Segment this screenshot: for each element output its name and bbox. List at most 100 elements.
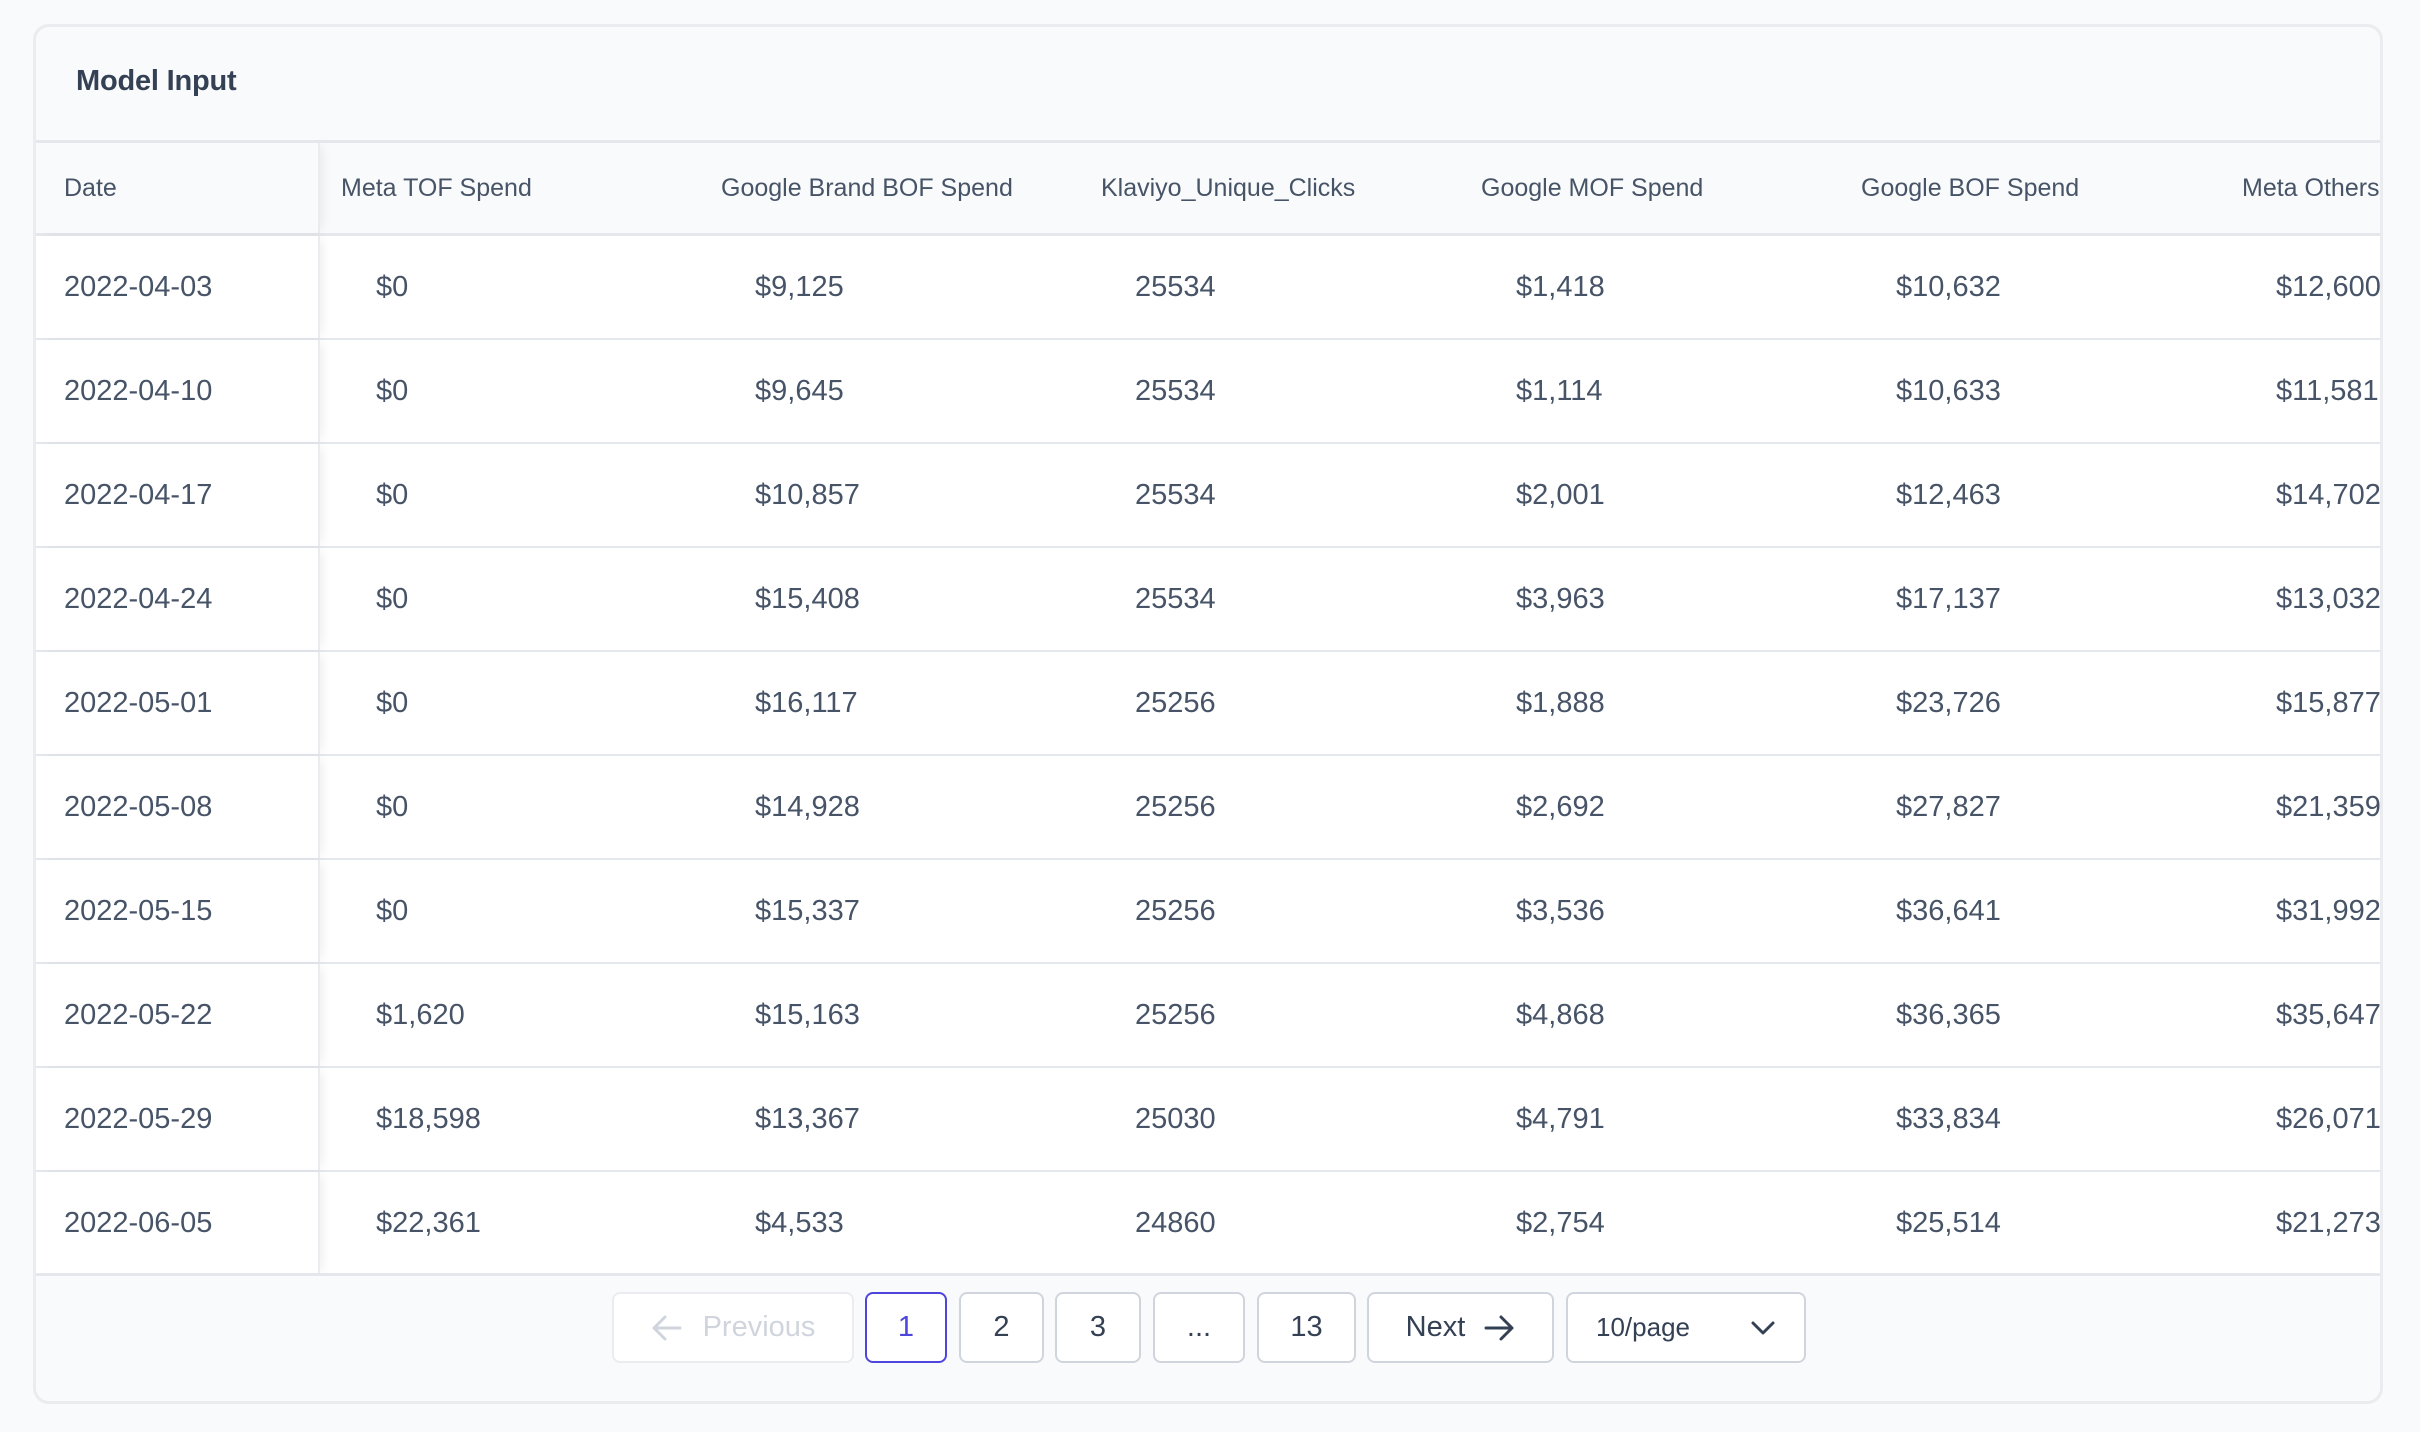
cell-meta-tof-spend: $0 — [376, 583, 409, 615]
cell-klaviyo-unique-clicks: 24860 — [1135, 1207, 1216, 1239]
table-row[interactable]: 2022-04-03 $0 $9,125 25534 $1,418 $10,632 $12,… — [36, 236, 2381, 340]
table-header: Date Meta TOF Spend Google Brand BOF Spe… — [36, 143, 2380, 236]
cell-date: 2022-05-22 — [64, 999, 213, 1031]
column-header-date[interactable]: Date — [64, 174, 117, 202]
cell-google-bof-spend: $17,137 — [1896, 583, 2001, 615]
table-row[interactable]: 2022-05-29 $18,598 $13,367 25030 $4,791 $33,8… — [36, 1068, 2381, 1172]
cell-date: 2022-04-10 — [64, 375, 213, 407]
page-button-3[interactable]: 3 — [1055, 1292, 1141, 1363]
cell-google-bof-spend: $12,463 — [1896, 479, 2001, 511]
cell-google-brand-bof-spend: $9,125 — [755, 271, 844, 303]
page-button-2[interactable]: 2 — [959, 1292, 1044, 1363]
cell-meta-tof-spend: $22,361 — [376, 1207, 481, 1239]
cell-date: 2022-04-03 — [64, 271, 213, 303]
cell-meta-others: $15,877 — [2276, 687, 2381, 719]
table-row[interactable]: 2022-04-17 $0 $10,857 25534 $2,001 $12,463 $14… — [36, 444, 2381, 548]
cell-meta-others: $14,702 — [2276, 479, 2381, 511]
table-row[interactable]: 2022-05-01 $0 $16,117 25256 $1,888 $23,726 $15… — [36, 652, 2381, 756]
cell-google-brand-bof-spend: $16,117 — [755, 687, 858, 719]
next-page-button[interactable]: Next — [1367, 1292, 1554, 1363]
page-ellipsis-button[interactable]: ... — [1153, 1292, 1245, 1363]
cell-google-bof-spend: $36,641 — [1896, 895, 2001, 927]
cell-google-mof-spend: $2,692 — [1516, 791, 1605, 823]
column-header-google-mof-spend[interactable]: Google MOF Spend — [1481, 174, 1704, 202]
cell-google-brand-bof-spend: $9,645 — [755, 375, 844, 407]
cell-klaviyo-unique-clicks: 25256 — [1135, 687, 1216, 719]
cell-meta-others: $13,032 — [2276, 583, 2381, 615]
cell-klaviyo-unique-clicks: 25030 — [1135, 1103, 1216, 1135]
cell-google-bof-spend: $10,632 — [1896, 271, 2001, 303]
cell-klaviyo-unique-clicks: 25534 — [1135, 271, 1216, 303]
cell-meta-tof-spend: $0 — [376, 895, 409, 927]
sticky-column-cell-bg — [36, 444, 320, 546]
table-row[interactable]: 2022-05-15 $0 $15,337 25256 $3,536 $36,641 $31… — [36, 860, 2381, 964]
cell-klaviyo-unique-clicks: 25534 — [1135, 375, 1216, 407]
sticky-column-cell-bg — [36, 964, 320, 1066]
sticky-column-cell-bg — [36, 860, 320, 962]
cell-google-brand-bof-spend: $15,163 — [755, 999, 860, 1031]
arrow-left-icon — [651, 1314, 683, 1342]
cell-google-mof-spend: $3,536 — [1516, 895, 1605, 927]
table-row[interactable]: 2022-05-22 $1,620 $15,163 25256 $4,868 $36,36… — [36, 964, 2381, 1068]
cell-google-brand-bof-spend: $13,367 — [755, 1103, 860, 1135]
cell-google-bof-spend: $36,365 — [1896, 999, 2001, 1031]
sticky-column-cell-bg — [36, 1172, 320, 1273]
cell-google-bof-spend: $10,633 — [1896, 375, 2001, 407]
model-input-table: Date Meta TOF Spend Google Brand BOF Spe… — [36, 140, 2381, 1276]
cell-klaviyo-unique-clicks: 25534 — [1135, 583, 1216, 615]
cell-meta-tof-spend: $0 — [376, 479, 409, 511]
cell-google-bof-spend: $27,827 — [1896, 791, 2001, 823]
cell-google-mof-spend: $1,888 — [1516, 687, 1605, 719]
cell-google-mof-spend: $4,868 — [1516, 999, 1605, 1031]
cell-date: 2022-05-01 — [64, 687, 213, 719]
cell-google-brand-bof-spend: $14,928 — [755, 791, 860, 823]
arrow-right-icon — [1483, 1314, 1515, 1342]
cell-date: 2022-05-08 — [64, 791, 213, 823]
column-header-klaviyo-unique-clicks[interactable]: Klaviyo_Unique_Clicks — [1101, 174, 1356, 202]
cell-date: 2022-06-05 — [64, 1207, 213, 1239]
cell-meta-others: $12,600 — [2276, 271, 2381, 303]
cell-date: 2022-04-24 — [64, 583, 213, 615]
cell-google-mof-spend: $3,963 — [1516, 583, 1605, 615]
cell-klaviyo-unique-clicks: 25534 — [1135, 479, 1216, 511]
page-button-1[interactable]: 1 — [865, 1292, 947, 1363]
cell-google-mof-spend: $1,114 — [1516, 375, 1603, 407]
page-size-label: 10/page — [1596, 1312, 1690, 1342]
cell-date: 2022-04-17 — [64, 479, 213, 511]
cell-meta-tof-spend: $0 — [376, 687, 409, 719]
cell-google-brand-bof-spend: $15,337 — [755, 895, 860, 927]
page-button-13[interactable]: 13 — [1257, 1292, 1356, 1363]
sticky-column-header-bg — [36, 143, 320, 233]
cell-meta-tof-spend: $0 — [376, 271, 409, 303]
table-row[interactable]: 2022-04-24 $0 $15,408 25534 $3,963 $17,137 $13… — [36, 548, 2381, 652]
table-row[interactable]: 2022-05-08 $0 $14,928 25256 $2,692 $27,827 $21… — [36, 756, 2381, 860]
table-row[interactable]: 2022-04-10 $0 $9,645 25534 $1,114 $10,633 $11,… — [36, 340, 2380, 444]
chevron-down-icon — [1750, 1320, 1776, 1336]
cell-meta-others: $11,581 — [2276, 375, 2379, 407]
cell-google-mof-spend: $4,791 — [1516, 1103, 1605, 1135]
cell-meta-tof-spend: $1,620 — [376, 999, 465, 1031]
column-header-meta-others[interactable]: Meta Others — [2242, 174, 2380, 202]
column-header-google-brand-bof-spend[interactable]: Google Brand BOF Spend — [721, 174, 1013, 202]
previous-label: Previous — [702, 1311, 816, 1343]
previous-page-button[interactable]: Previous — [612, 1292, 854, 1363]
cell-meta-others: $21,359 — [2276, 791, 2381, 823]
cell-meta-others: $35,647 — [2276, 999, 2381, 1031]
table-row[interactable]: 2022-06-05 $22,361 $4,533 24860 $2,754 $25,51… — [36, 1172, 2380, 1273]
column-header-meta-tof-spend[interactable]: Meta TOF Spend — [341, 174, 532, 202]
sticky-column-cell-bg — [36, 652, 320, 754]
cell-klaviyo-unique-clicks: 25256 — [1135, 791, 1216, 823]
cell-google-bof-spend: $23,726 — [1896, 687, 2001, 719]
cell-google-bof-spend: $33,834 — [1896, 1103, 2001, 1135]
cell-date: 2022-05-15 — [64, 895, 213, 927]
page-size-select[interactable]: 10/page — [1566, 1292, 1806, 1363]
sticky-column-cell-bg — [36, 1068, 320, 1170]
cell-klaviyo-unique-clicks: 25256 — [1135, 895, 1216, 927]
column-header-google-bof-spend[interactable]: Google BOF Spend — [1861, 174, 2080, 202]
cell-google-mof-spend: $2,754 — [1516, 1207, 1605, 1239]
sticky-column-cell-bg — [36, 236, 320, 338]
cell-google-brand-bof-spend: $4,533 — [755, 1207, 844, 1239]
cell-meta-others: $31,992 — [2276, 895, 2381, 927]
cell-meta-others: $26,071 — [2276, 1103, 2381, 1135]
sticky-column-cell-bg — [36, 756, 320, 858]
